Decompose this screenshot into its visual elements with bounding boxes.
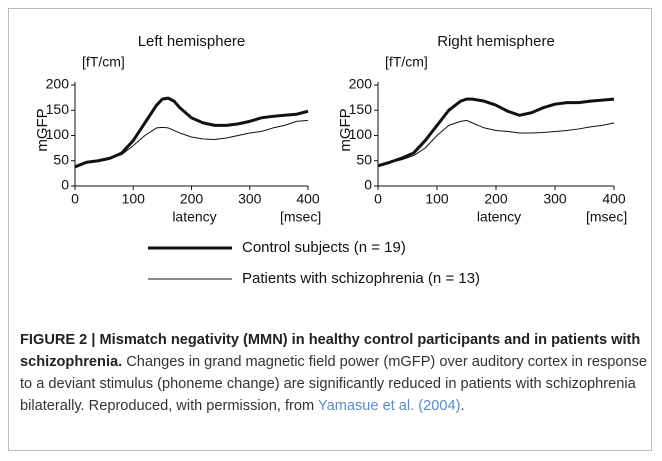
y-tick-label: 50 bbox=[53, 151, 69, 167]
x-tick-label: 100 bbox=[122, 191, 146, 207]
y-tick-label: 50 bbox=[356, 151, 372, 167]
y-axis-label: mGFP bbox=[337, 108, 354, 151]
y-tick-label: 100 bbox=[46, 126, 70, 142]
x-tick-label: 400 bbox=[602, 191, 626, 207]
x-tick-label: 400 bbox=[296, 191, 320, 207]
x-tick-label: 100 bbox=[425, 191, 449, 207]
x-tick-label: 200 bbox=[484, 191, 508, 207]
unit-label: [fT/cm] bbox=[82, 54, 125, 70]
series-line bbox=[74, 96, 309, 169]
y-axis-label: mGFP bbox=[34, 108, 51, 151]
x-tick-label: 0 bbox=[374, 191, 382, 207]
x-unit-label: [msec] bbox=[586, 209, 627, 225]
unit-label: [fT/cm] bbox=[385, 54, 428, 70]
legend-label: Control subjects (n = 19) bbox=[242, 239, 406, 256]
x-axis-label: latency bbox=[172, 209, 216, 225]
y-tick-label: 200 bbox=[349, 76, 373, 92]
chart-title: Left hemisphere bbox=[138, 33, 246, 50]
series-line bbox=[74, 119, 309, 167]
x-tick-label: 300 bbox=[543, 191, 567, 207]
chart-title: Right hemisphere bbox=[437, 33, 555, 50]
y-tick-label: 200 bbox=[46, 76, 70, 92]
caption-title: FIGURE 2 | Mismatch negativity (MMN) in … bbox=[20, 332, 641, 370]
charts: Left hemisphere [fT/cm] mGFP latency [msec] 0… bbox=[34, 33, 627, 287]
y-tick-label: 0 bbox=[61, 177, 69, 193]
caption-end: . bbox=[460, 398, 465, 414]
legend-label: Patients with schizophrenia (n = 13) bbox=[242, 270, 480, 287]
y-tick-label: 100 bbox=[349, 126, 373, 142]
y-tick-label: 150 bbox=[349, 101, 373, 117]
caption-text: Changes in grand magnetic field power (m… bbox=[20, 354, 648, 414]
x-tick-label: 300 bbox=[238, 191, 262, 207]
x-tick-label: 200 bbox=[180, 191, 204, 207]
frame bbox=[8, 8, 652, 451]
x-axis-label: latency bbox=[477, 209, 521, 225]
series-line bbox=[377, 119, 615, 167]
y-tick-label: 0 bbox=[364, 177, 372, 193]
x-tick-label: 0 bbox=[71, 191, 79, 207]
series-line bbox=[377, 97, 615, 168]
caption-source[interactable]: Yamasue et al. (2004) bbox=[317, 398, 461, 414]
y-tick-label: 150 bbox=[46, 101, 70, 117]
caption: FIGURE 2 | Mismatch negativity (MMN) in … bbox=[20, 329, 648, 417]
x-unit-label: [msec] bbox=[280, 209, 321, 225]
